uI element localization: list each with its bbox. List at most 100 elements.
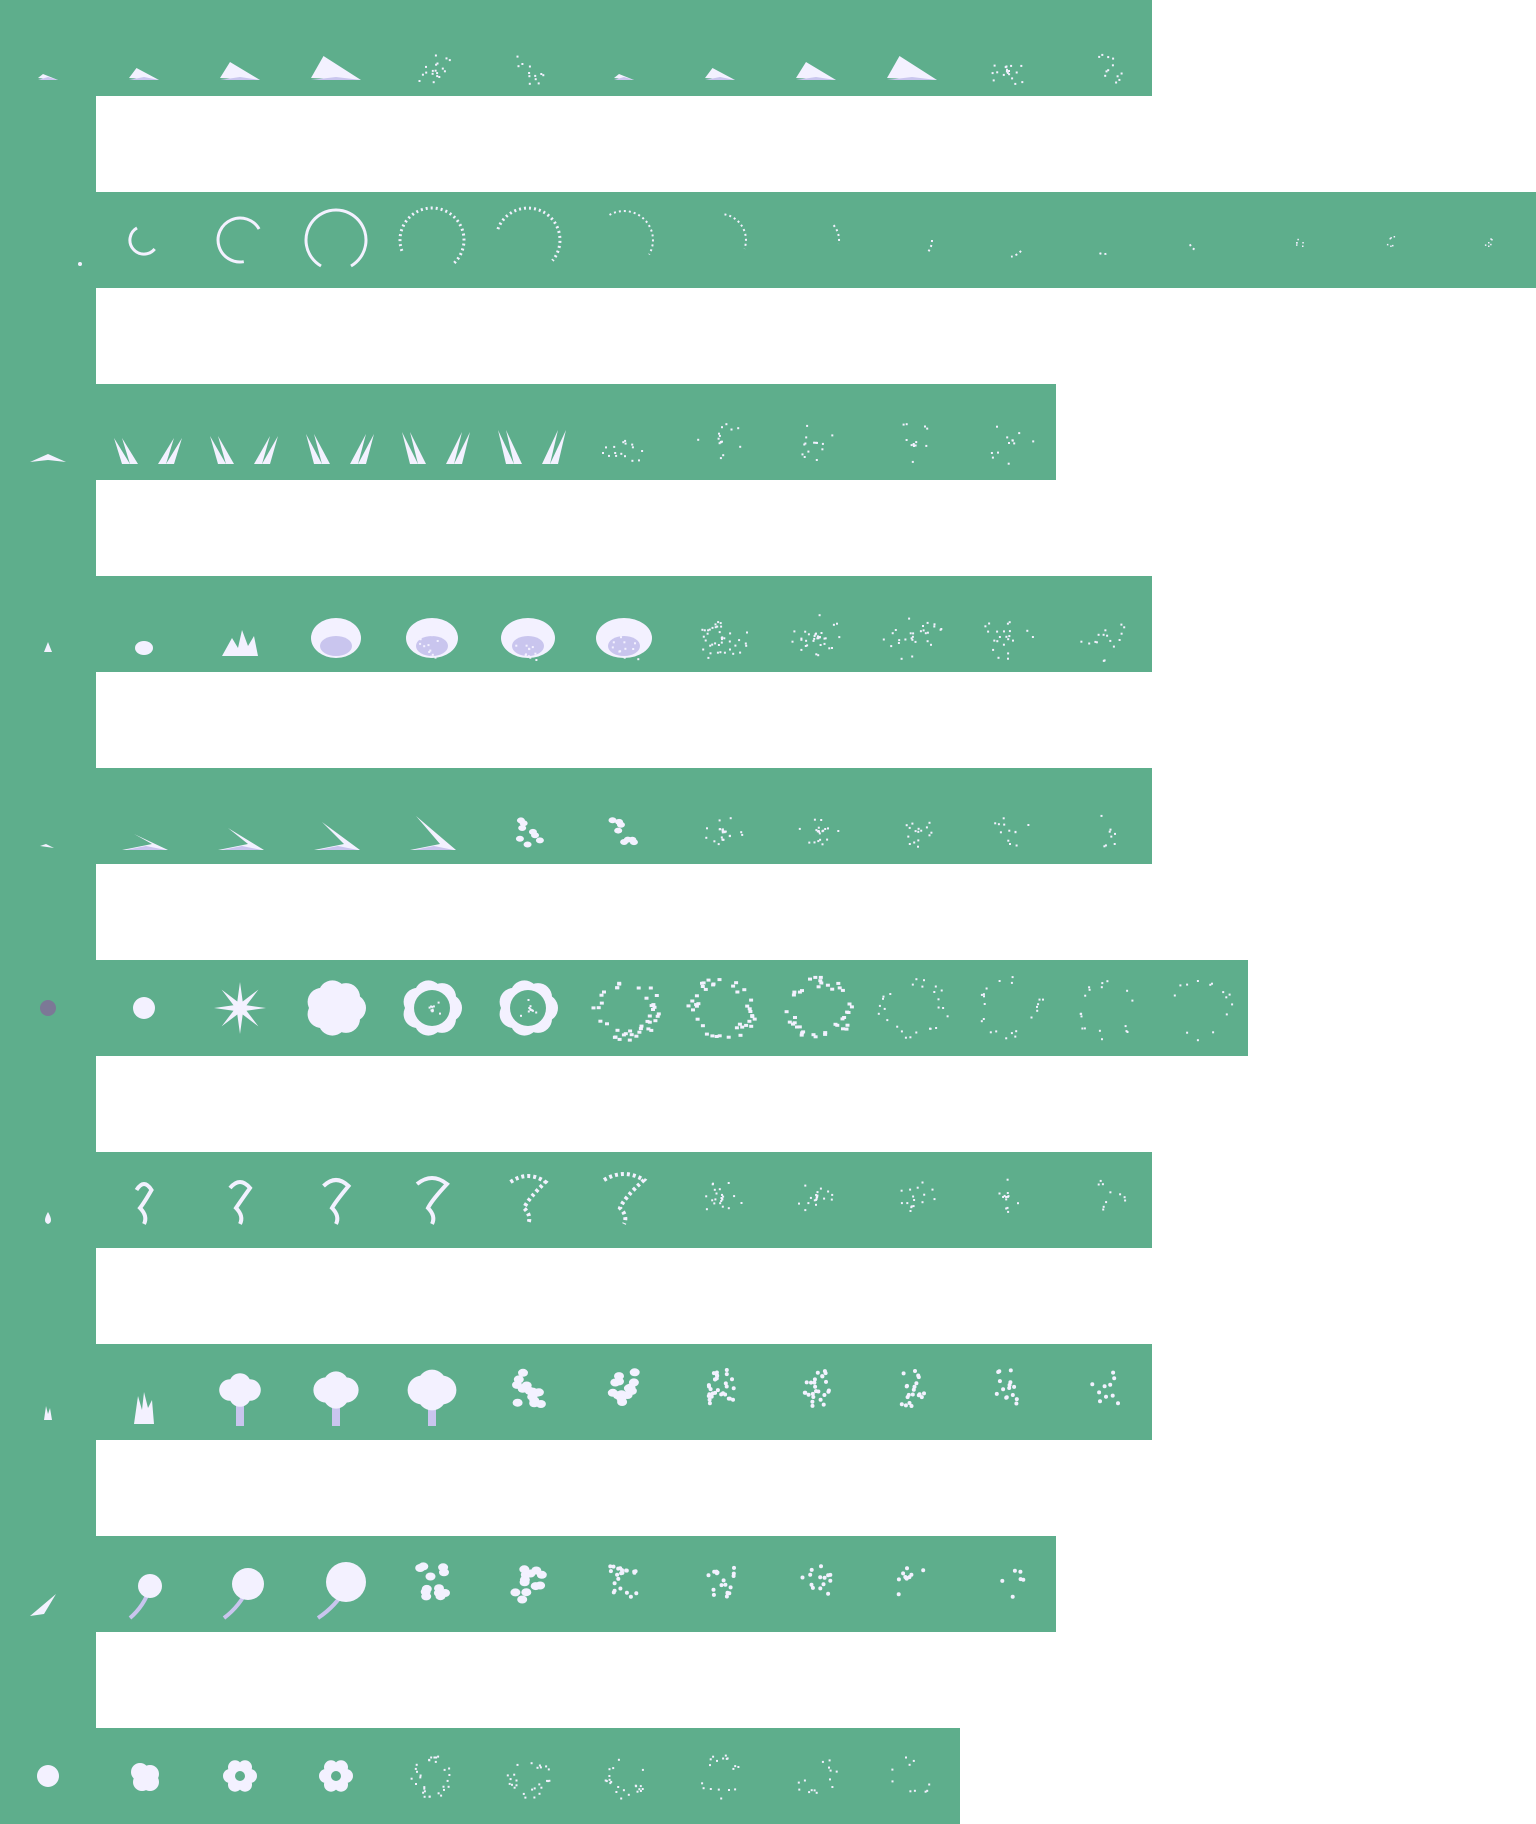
tree-icon [480,1344,576,1440]
ball-icon [288,1728,384,1824]
cloud-icon [288,960,384,1056]
splash-icon [480,768,576,864]
whirl-icon [1056,1152,1152,1248]
ball-icon [0,1728,96,1824]
cloud-icon [576,960,672,1056]
ground-slash-icon [768,0,864,96]
effect-row-wave-splash [0,768,1152,864]
ground-slash-icon [0,0,96,96]
tree-icon [288,1344,384,1440]
ring-icon [1152,192,1248,288]
ring-icon [1248,192,1344,288]
whirl-icon [480,1152,576,1248]
splash-icon [960,768,1056,864]
ball-icon [672,1728,768,1824]
burst-icon [192,576,288,672]
tree-icon [864,1344,960,1440]
ground-slash-icon [96,0,192,96]
burst-icon [768,576,864,672]
spike-icon [672,384,768,480]
ground-slash-icon [384,0,480,96]
ring-icon [480,192,576,288]
ball-icon [384,1728,480,1824]
whirl-icon [768,1152,864,1248]
ground-slash-icon [960,0,1056,96]
whirl-icon [960,1152,1056,1248]
splash-icon [192,768,288,864]
ring-icon [864,192,960,288]
whirl-icon [0,1152,96,1248]
ground-slash-icon [864,0,960,96]
splash-icon [864,768,960,864]
splash-icon [288,768,384,864]
effect-row-comet-puff [0,1536,1056,1632]
spike-icon [0,384,96,480]
comet-icon [480,1536,576,1632]
cloud-icon [192,960,288,1056]
burst-icon [1056,576,1152,672]
tree-icon [576,1344,672,1440]
comet-icon [384,1536,480,1632]
burst-icon [672,576,768,672]
spike-icon [192,384,288,480]
comet-icon [192,1536,288,1632]
sheet-left-band [0,0,96,1824]
ball-icon [768,1728,864,1824]
comet-icon [864,1536,960,1632]
burst-icon [0,576,96,672]
spike-icon [960,384,1056,480]
ring-icon [1344,192,1440,288]
whirl-icon [192,1152,288,1248]
spike-icon [96,384,192,480]
ground-slash-icon [576,0,672,96]
ring-icon [576,192,672,288]
whirl-icon [288,1152,384,1248]
ground-slash-icon [480,0,576,96]
cloud-icon [0,960,96,1056]
tree-icon [768,1344,864,1440]
whirl-icon [96,1152,192,1248]
whirl-icon [864,1152,960,1248]
burst-icon [480,576,576,672]
cloud-icon [960,960,1056,1056]
cloud-icon [96,960,192,1056]
splash-icon [768,768,864,864]
splash-icon [384,768,480,864]
ball-icon [480,1728,576,1824]
ring-icon [288,192,384,288]
comet-icon [0,1536,96,1632]
splash-icon [1056,768,1152,864]
spike-icon [864,384,960,480]
ring-icon [192,192,288,288]
burst-icon [288,576,384,672]
ring-icon [672,192,768,288]
ball-icon [864,1728,960,1824]
effect-row-ball-puff [0,1728,960,1824]
whirl-icon [672,1152,768,1248]
splash-icon [0,768,96,864]
comet-icon [768,1536,864,1632]
effect-row-whirl-tornado [0,1152,1152,1248]
cloud-icon [864,960,960,1056]
ring-icon [96,192,192,288]
comet-icon [576,1536,672,1632]
ring-icon [960,192,1056,288]
cloud-icon [480,960,576,1056]
cloud-icon [672,960,768,1056]
comet-icon [672,1536,768,1632]
cloud-icon [1152,960,1248,1056]
cloud-icon [1056,960,1152,1056]
burst-icon [96,576,192,672]
splash-icon [672,768,768,864]
spike-icon [480,384,576,480]
burst-icon [576,576,672,672]
comet-icon [288,1536,384,1632]
ball-icon [192,1728,288,1824]
cloud-icon [384,960,480,1056]
ball-icon [576,1728,672,1824]
tree-icon [1056,1344,1152,1440]
effect-row-ring-swirl [0,192,1536,288]
whirl-icon [384,1152,480,1248]
ground-slash-icon [672,0,768,96]
burst-icon [864,576,960,672]
